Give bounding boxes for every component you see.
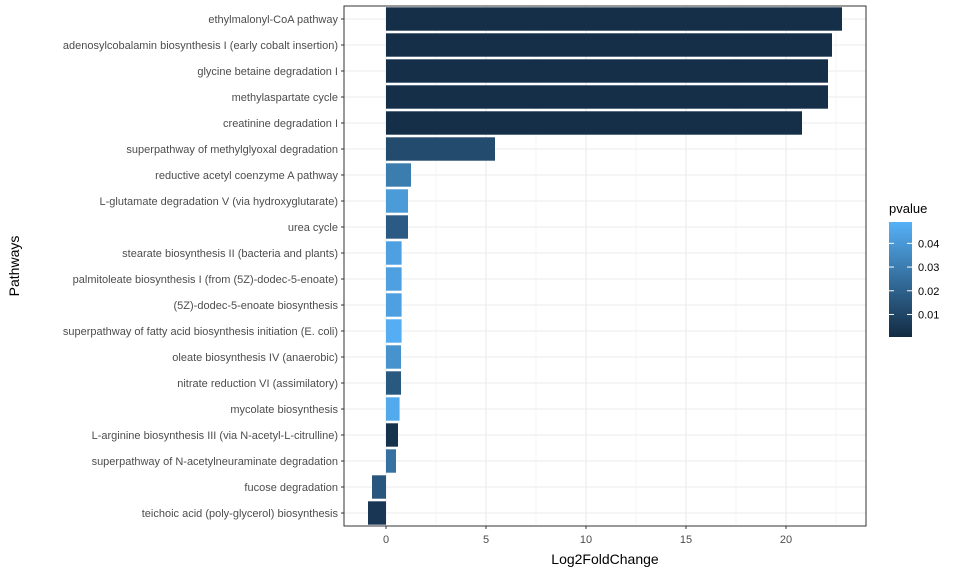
y-tick-label: glycine betaine degradation I <box>197 66 338 78</box>
y-tick-label: nitrate reduction VI (assimilatory) <box>177 378 338 390</box>
y-tick-label: superpathway of fatty acid biosynthesis … <box>63 326 338 338</box>
y-tick-label: ethylmalonyl-CoA pathway <box>208 14 338 26</box>
legend-tick-label: 0.03 <box>918 262 939 274</box>
y-tick-label: L-glutamate degradation V (via hydroxygl… <box>100 196 338 208</box>
bar <box>386 319 402 343</box>
y-tick-label: superpathway of methylglyoxal degradatio… <box>126 144 338 156</box>
y-tick-label: methylaspartate cycle <box>232 92 338 104</box>
y-tick-label: palmitoleate biosynthesis I (from (5Z)-d… <box>73 274 338 286</box>
legend-title: pvalue <box>889 201 927 216</box>
y-tick-label: mycolate biosynthesis <box>230 404 338 416</box>
y-tick-label: creatinine degradation I <box>223 118 338 130</box>
y-tick-label: stearate biosynthesis II (bacteria and p… <box>122 248 338 260</box>
x-tick-label: 20 <box>780 534 792 546</box>
legend-tick-label: 0.04 <box>918 238 939 250</box>
y-tick-label: L-arginine biosynthesis III (via N-acety… <box>92 430 338 442</box>
bar <box>386 397 400 421</box>
bar <box>386 85 828 109</box>
legend-colorbar <box>889 222 912 337</box>
x-axis: 0 5 10 15 20 <box>383 526 792 546</box>
y-tick-label: (5Z)-dodec-5-enoate biosynthesis <box>174 300 339 312</box>
y-tick-label: adenosylcobalamin biosynthesis I (early … <box>63 40 338 52</box>
bar <box>386 215 408 239</box>
x-tick-label: 5 <box>483 534 489 546</box>
x-tick-label: 10 <box>580 534 592 546</box>
legend-ticks: 0.01 0.02 0.03 0.04 <box>889 238 939 321</box>
bar <box>386 137 495 161</box>
y-tick-label: reductive acetyl coenzyme A pathway <box>155 170 338 182</box>
legend-tick-label: 0.01 <box>918 309 939 321</box>
y-tick-label: urea cycle <box>288 222 338 234</box>
y-tick-label: superpathway of N-acetylneuraminate degr… <box>92 456 338 468</box>
bar <box>386 241 402 265</box>
x-axis-title: Log2FoldChange <box>551 551 659 567</box>
bar <box>372 475 386 499</box>
bar <box>386 267 402 291</box>
bar <box>386 163 411 187</box>
bar <box>386 423 398 447</box>
bar <box>386 59 828 83</box>
bar <box>386 7 842 31</box>
x-tick-label: 15 <box>680 534 692 546</box>
y-tick-label: oleate biosynthesis IV (anaerobic) <box>172 352 338 364</box>
legend: pvalue 0.01 0.02 0.03 0.04 <box>889 201 939 337</box>
y-tick-label: fucose degradation <box>244 482 338 494</box>
bar <box>386 371 401 395</box>
bars <box>368 7 842 525</box>
bar <box>386 345 401 369</box>
bar <box>386 449 396 473</box>
bar <box>386 293 402 317</box>
bar <box>368 501 386 525</box>
bar <box>386 33 832 57</box>
y-tick-label: teichoic acid (poly-glycerol) biosynthes… <box>142 508 339 520</box>
legend-tick-label: 0.02 <box>918 286 939 298</box>
panel-border <box>343 5 867 527</box>
y-axis-title: Pathways <box>6 236 22 297</box>
bar <box>386 111 802 135</box>
bar <box>386 189 408 213</box>
x-tick-label: 0 <box>383 534 389 546</box>
y-axis: ethylmalonyl-CoA pathway adenosylcobalami… <box>63 14 344 520</box>
